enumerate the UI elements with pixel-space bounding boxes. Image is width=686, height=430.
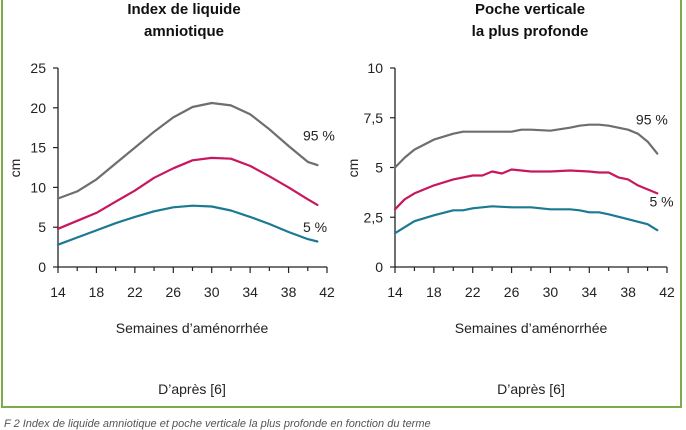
- chart-right-series-p95-label: 95 %: [636, 112, 668, 128]
- chart-left-x-tick-label: 34: [242, 284, 258, 300]
- chart-left: Index de liquide amniotique cm Semaines …: [7, 1, 335, 397]
- chart-right-series-p95-line: [393, 123, 659, 169]
- chart-left-x-tick-label: 18: [89, 284, 105, 300]
- chart-left-x-tick-label: 14: [50, 284, 66, 300]
- chart-left-title-line1: Index de liquide: [127, 1, 240, 18]
- chart-left-series-p5-line: [56, 204, 319, 246]
- chart-left-y-tick-label: 15: [30, 140, 46, 156]
- chart-right-series-p5-label: 5 %: [650, 193, 674, 209]
- chart-left-y-tick-label: 0: [38, 259, 46, 275]
- chart-right-x-tick-label: 34: [581, 284, 597, 300]
- chart-left-series-p95-label: 95 %: [303, 128, 335, 144]
- chart-right-x-tick-label: 26: [504, 284, 520, 300]
- chart-left-y-axis-label: cm: [7, 159, 23, 178]
- chart-left-title-line2: amniotique: [144, 23, 224, 40]
- chart-left-x-tick-label: 22: [127, 284, 143, 300]
- chart-left-x-tick-label: 30: [204, 284, 220, 300]
- chart-right-y-tick-label: 5: [375, 160, 383, 176]
- chart-right-y-axis-label: cm: [345, 159, 361, 178]
- chart-right-series-p5-line: [393, 205, 659, 235]
- chart-left-y-tick-label: 5: [38, 219, 46, 235]
- chart-right-x-tick-label: 38: [620, 284, 636, 300]
- chart-right-x-tick-label: 30: [543, 284, 559, 300]
- chart-right: Poche verticale la plus profonde cm Sema…: [345, 1, 675, 397]
- chart-right-y-tick-label: 2,5: [364, 209, 384, 225]
- chart-left-x-tick-label: 26: [165, 284, 181, 300]
- chart-left-series-median-line: [56, 156, 319, 230]
- figure-caption: F 2 Index de liquide amniotique et poche…: [4, 418, 431, 430]
- chart-right-y-tick-label: 0: [375, 259, 383, 275]
- chart-right-x-tick-label: 18: [426, 284, 442, 300]
- chart-left-series-p95-line: [56, 101, 319, 200]
- chart-left-x-tick-label: 42: [319, 284, 335, 300]
- chart-right-x-tick-label: 22: [465, 284, 481, 300]
- chart-right-series-median-line: [393, 168, 659, 211]
- chart-left-x-axis-label: Semaines d’aménorrhée: [116, 320, 269, 336]
- chart-left-y-tick-label: 10: [30, 179, 46, 195]
- chart-left-source: D’après [6]: [158, 381, 226, 397]
- chart-right-x-tick-label: 14: [387, 284, 403, 300]
- chart-right-title-line2: la plus profonde: [472, 23, 589, 40]
- figure-frame: [1, 0, 682, 408]
- chart-left-y-tick-label: 20: [30, 100, 46, 116]
- chart-right-y-tick-label: 10: [367, 60, 383, 76]
- chart-right-x-axis-label: Semaines d’aménorrhée: [455, 320, 608, 336]
- chart-left-x-tick-label: 38: [281, 284, 297, 300]
- chart-left-series-p5-label: 5 %: [303, 219, 327, 235]
- chart-right-y-tick-label: 7,5: [364, 110, 384, 126]
- chart-right-x-tick-label: 42: [659, 284, 675, 300]
- chart-right-source: D’après [6]: [497, 381, 565, 397]
- chart-right-title-line1: Poche verticale: [475, 1, 585, 18]
- chart-left-y-tick-label: 25: [30, 60, 46, 76]
